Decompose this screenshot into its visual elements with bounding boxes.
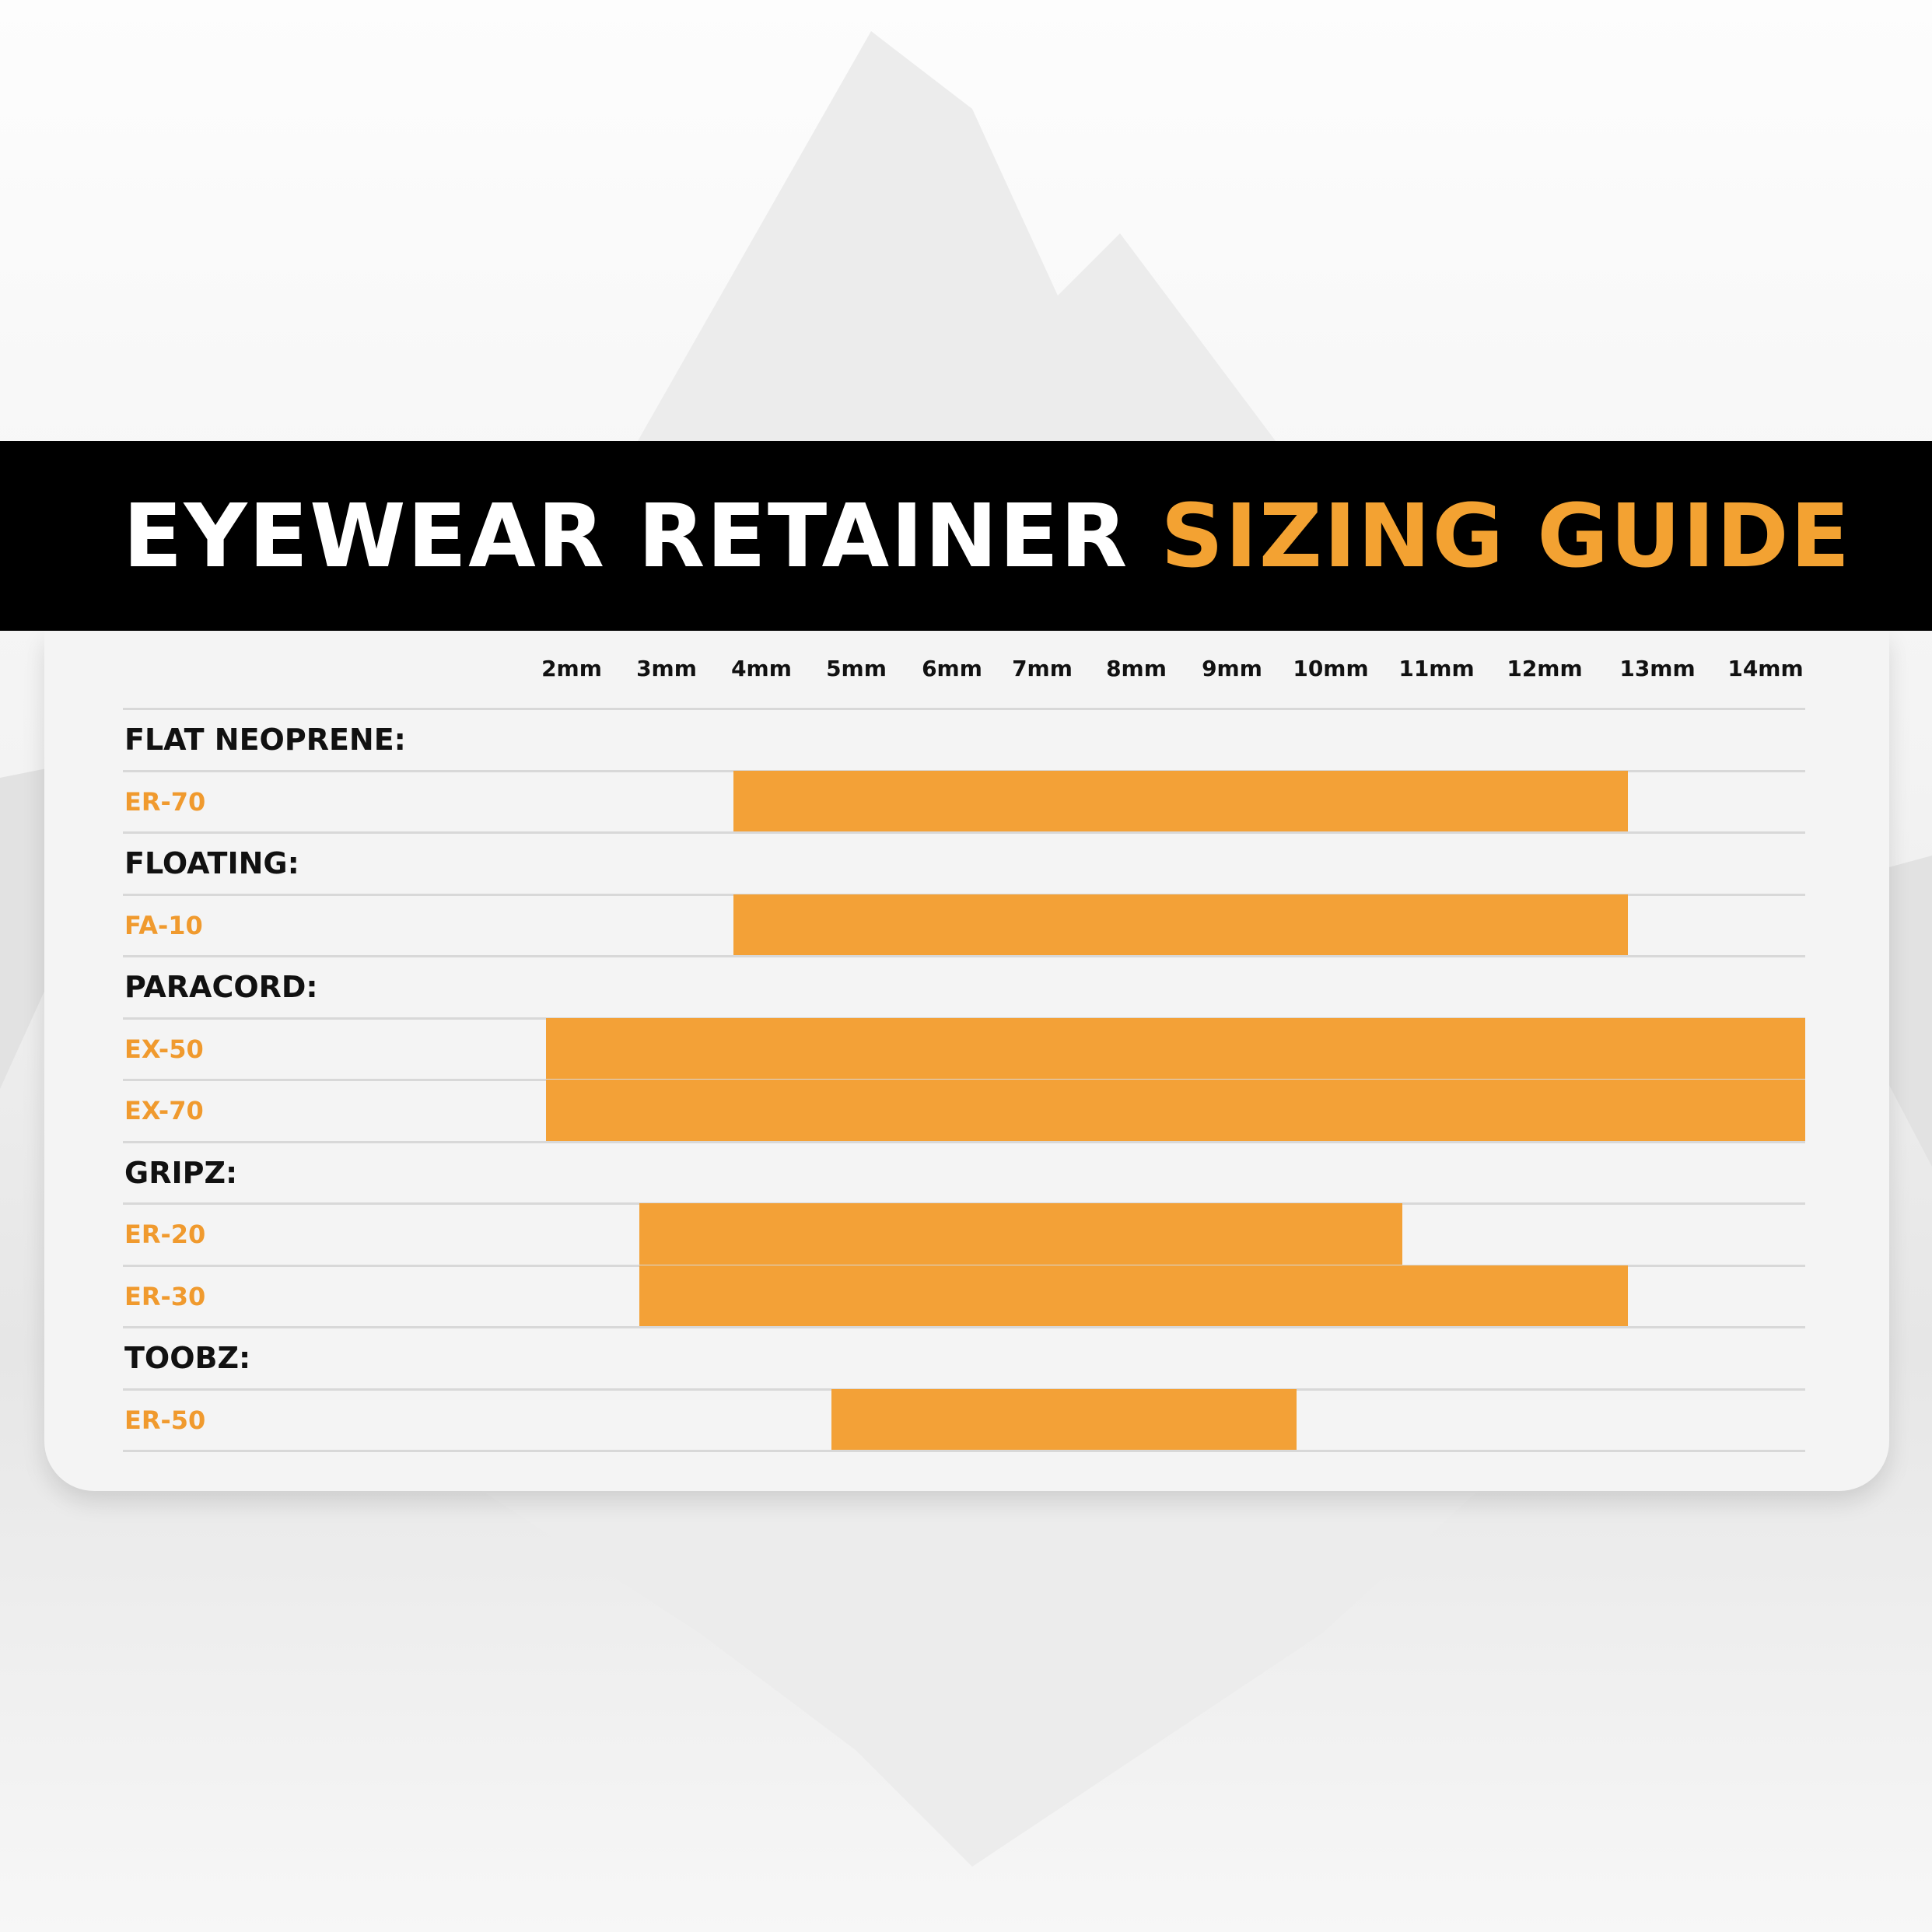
x-tick-label: 7mm (1012, 656, 1073, 681)
category-label: FLAT NEOPRENE: (124, 723, 406, 757)
model-label: ER-50 (124, 1405, 206, 1435)
title-part-1: EYEWEAR RETAINER (123, 486, 1129, 587)
category-label: GRIPZ: (124, 1155, 238, 1190)
row-divider (123, 1326, 1805, 1328)
x-tick-label: 5mm (826, 656, 887, 681)
row-divider (123, 1450, 1805, 1452)
size-range-bar (831, 1388, 1297, 1451)
model-label: ER-70 (124, 786, 206, 817)
size-range-bar (733, 770, 1628, 832)
title-part-2: SIZING GUIDE (1160, 486, 1852, 587)
x-tick-label: 2mm (541, 656, 602, 681)
size-range-bar (639, 1265, 1628, 1327)
x-tick-label: 14mm (1727, 656, 1804, 681)
title-band (0, 441, 1932, 631)
model-label: EX-50 (124, 1034, 204, 1064)
size-range-bar (733, 894, 1628, 956)
x-tick-label: 8mm (1106, 656, 1167, 681)
model-label: ER-30 (124, 1281, 206, 1311)
model-label: EX-70 (124, 1096, 204, 1125)
x-tick-label: 6mm (922, 656, 982, 681)
row-divider (123, 831, 1805, 834)
category-label: TOOBZ: (124, 1341, 251, 1375)
size-range-bar (546, 1017, 1805, 1080)
x-tick-label: 4mm (731, 656, 792, 681)
x-tick-label: 12mm (1507, 656, 1583, 681)
size-range-bar (639, 1203, 1402, 1265)
x-tick-label: 10mm (1293, 656, 1369, 681)
page-title: EYEWEAR RETAINER SIZING GUIDE (123, 467, 1850, 607)
category-label: PARACORD: (124, 970, 318, 1004)
x-tick-label: 3mm (636, 656, 697, 681)
row-divider (123, 1140, 1805, 1143)
size-range-bar (546, 1080, 1805, 1142)
row-divider (123, 708, 1805, 710)
x-tick-label: 9mm (1202, 656, 1262, 681)
x-tick-label: 11mm (1398, 656, 1475, 681)
category-label: FLOATING: (124, 846, 299, 880)
model-label: FA-10 (124, 910, 203, 940)
row-divider (123, 955, 1805, 957)
x-tick-label: 13mm (1619, 656, 1696, 681)
model-label: ER-20 (124, 1220, 206, 1249)
